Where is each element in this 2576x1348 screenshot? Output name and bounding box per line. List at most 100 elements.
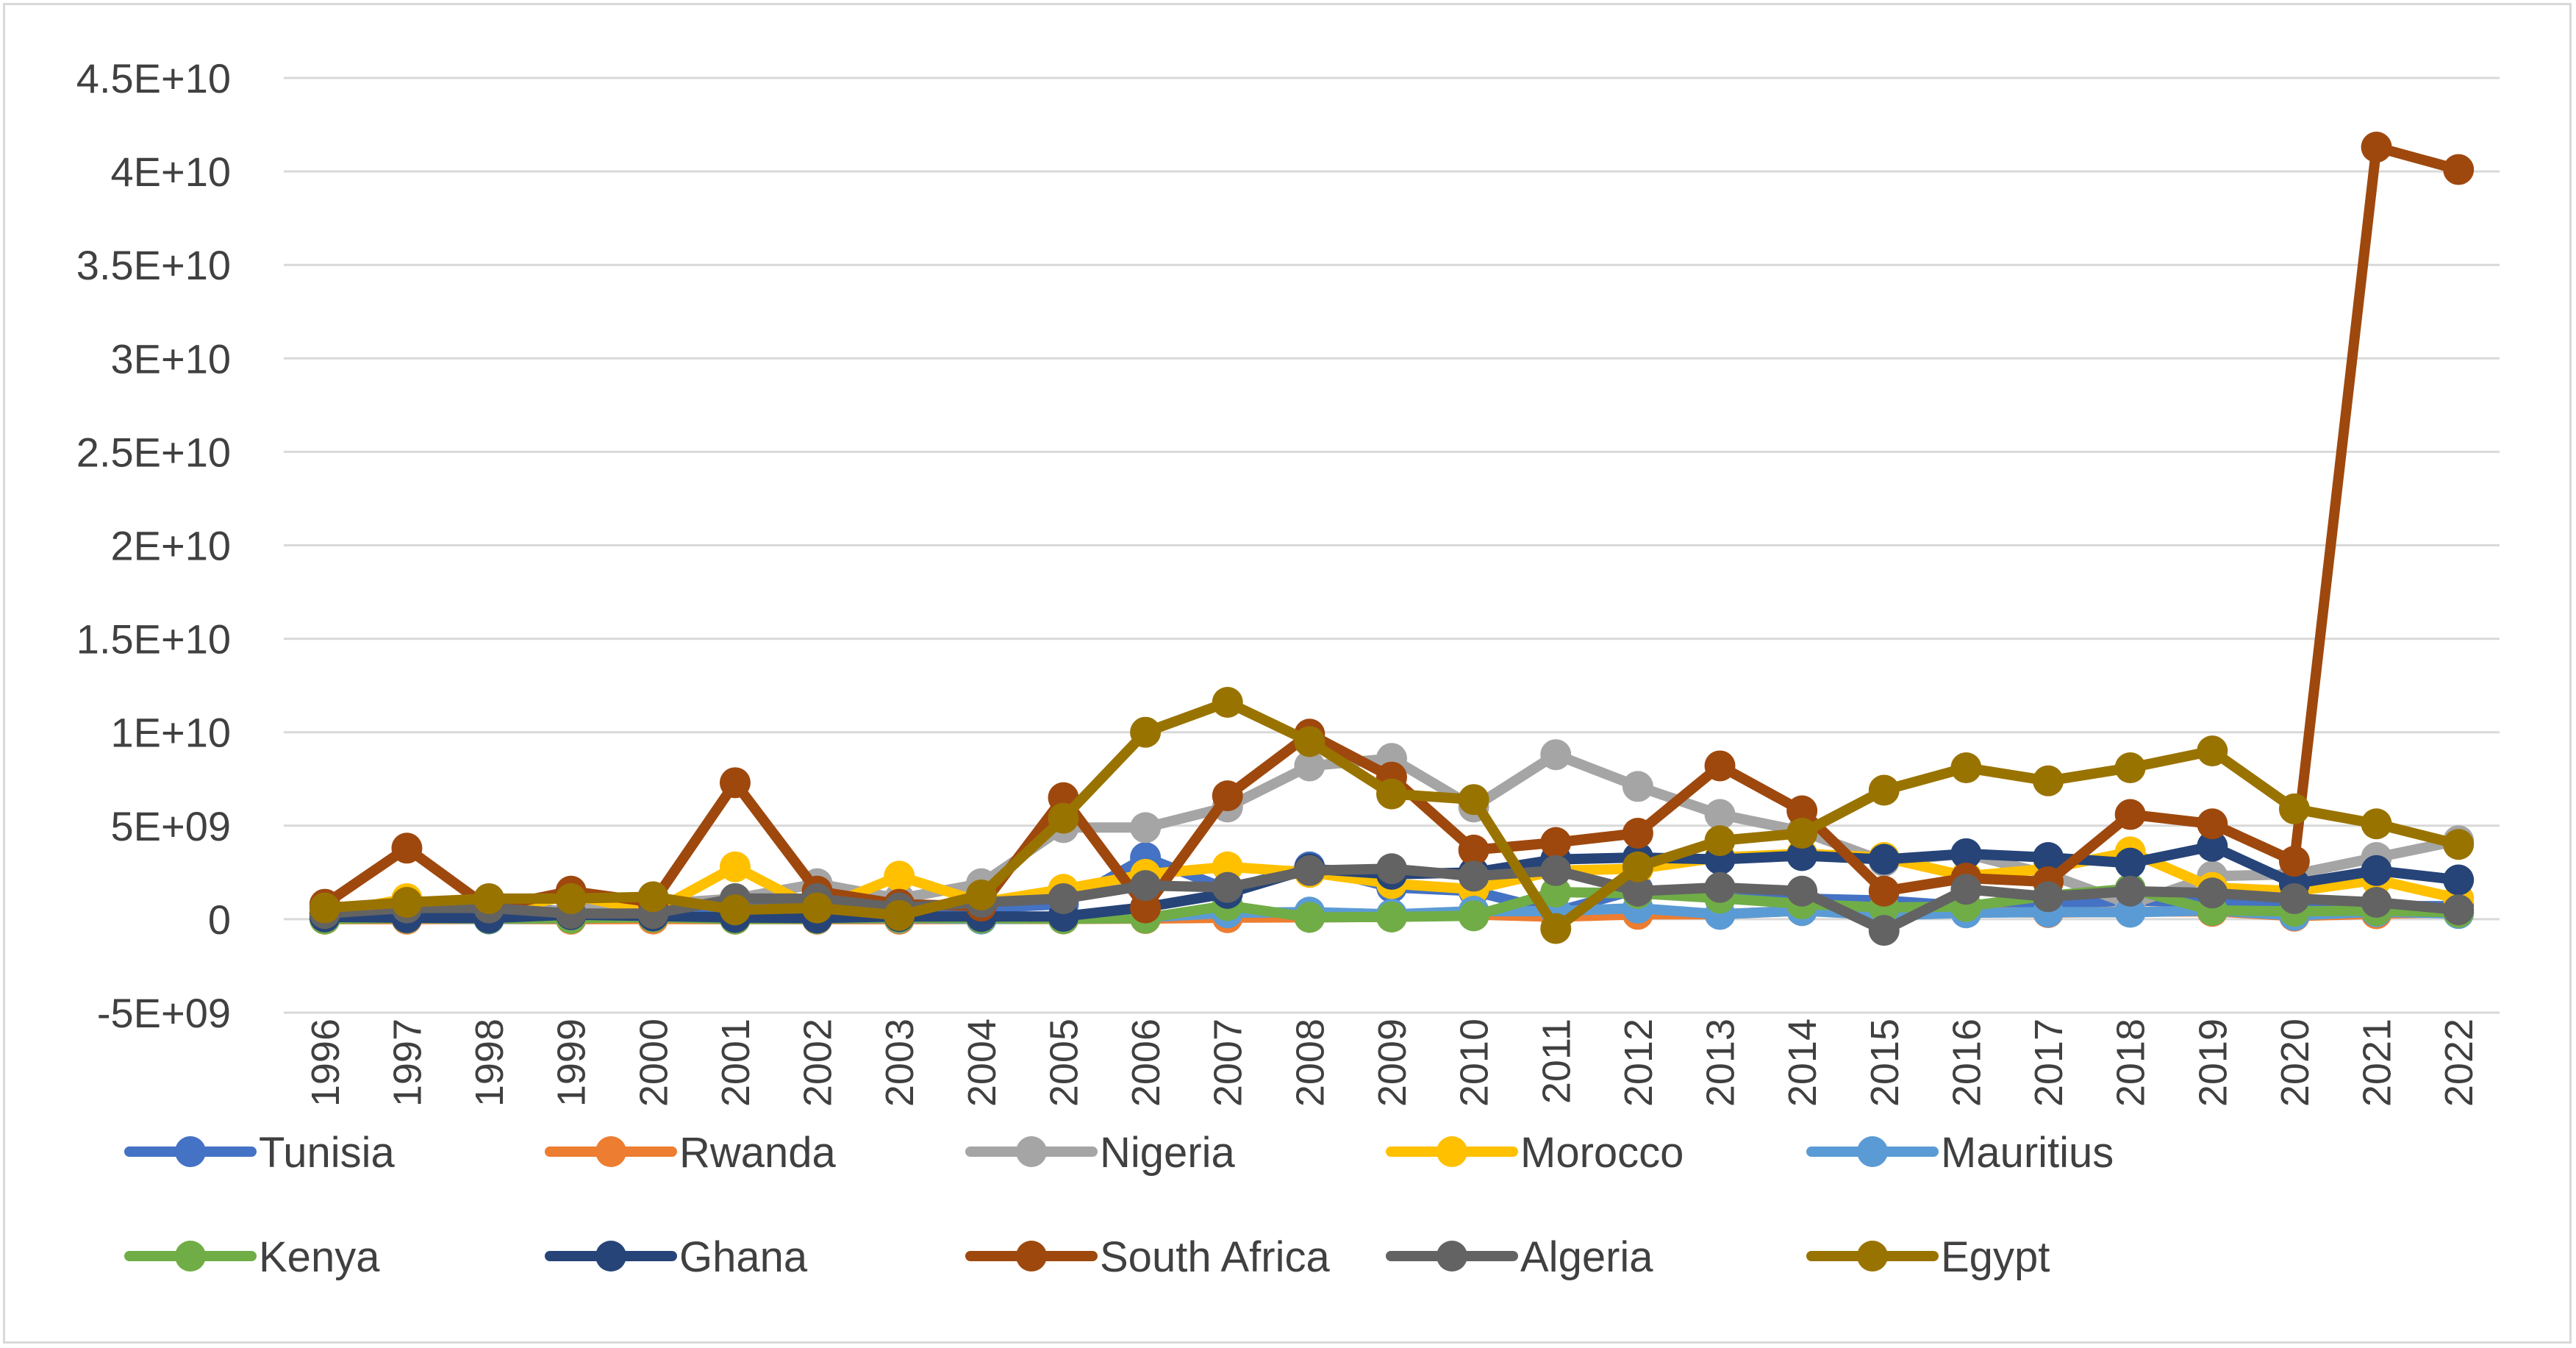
y-axis-tick-labels: 4.5E+10 4E+10 3.5E+10 3E+10 2.5E+10 2E+10 1.5E…	[76, 55, 231, 1036]
x-tick-label: 2017	[2027, 1019, 2071, 1107]
data-point	[1868, 844, 1900, 875]
data-point	[1376, 778, 1407, 810]
data-point	[1786, 840, 1818, 871]
legend-marker	[1857, 1136, 1888, 1167]
data-point	[719, 894, 751, 926]
data-point	[1294, 902, 1325, 933]
data-point	[2197, 808, 2228, 840]
data-point	[1540, 913, 1572, 944]
y-tick-label: -5E+09	[97, 990, 231, 1036]
x-tick-label: 2020	[2273, 1019, 2317, 1107]
data-point	[1212, 687, 1243, 718]
data-point	[555, 882, 587, 914]
legend-item: Morocco	[1386, 1129, 1684, 1177]
legend-marker	[1016, 1241, 1047, 1272]
data-point	[2114, 752, 2146, 783]
data-point	[1950, 838, 1982, 869]
x-tick-label: 1997	[385, 1019, 429, 1107]
data-point	[884, 899, 915, 931]
data-point	[1458, 784, 1489, 816]
x-tick-label: 2021	[2355, 1019, 2400, 1107]
data-point	[1704, 799, 1736, 830]
data-point	[1950, 874, 1982, 905]
legend-item: Tunisia	[124, 1129, 396, 1177]
data-point	[1704, 871, 1736, 903]
data-point	[2197, 830, 2228, 862]
chart-frame	[3, 3, 2572, 1344]
data-point	[1130, 870, 1162, 902]
data-point	[1622, 817, 1653, 849]
data-point	[1704, 750, 1736, 782]
data-point	[2114, 896, 2146, 928]
data-point	[2443, 829, 2475, 860]
data-point	[391, 832, 423, 864]
x-tick-label: 2007	[1206, 1019, 1251, 1107]
legend-marker	[175, 1241, 206, 1272]
x-tick-label: 2009	[1370, 1019, 1414, 1107]
data-point	[884, 860, 915, 892]
x-axis-tick-labels: 1996 1997 1998 1999 2000 2001 2002 2003 2004 2005…	[304, 1019, 2481, 1107]
data-point	[637, 881, 669, 913]
legend-marker	[1016, 1136, 1047, 1167]
x-tick-label: 1996	[304, 1019, 348, 1107]
data-point	[1868, 875, 1900, 907]
x-tick-label: 2006	[1124, 1019, 1168, 1107]
data-point	[1786, 817, 1818, 849]
x-tick-label: 2016	[1944, 1019, 1989, 1107]
data-point	[1130, 716, 1162, 748]
x-tick-label: 1998	[468, 1019, 512, 1107]
y-tick-label: 5E+09	[111, 803, 232, 849]
legend-marker	[1437, 1241, 1467, 1272]
data-point	[1540, 827, 1572, 858]
data-point	[309, 892, 340, 924]
data-point	[1130, 812, 1162, 844]
data-point	[1458, 834, 1489, 866]
x-tick-label: 2012	[1617, 1019, 1661, 1107]
data-point	[2197, 877, 2228, 909]
y-tick-label: 4E+10	[111, 149, 232, 195]
legend: Tunisia Rwanda Nigeria Morocco Mauritius Keny…	[124, 1129, 2114, 1281]
data-point	[2197, 735, 2228, 767]
legend-marker	[1857, 1241, 1888, 1272]
legend-item: Mauritius	[1806, 1129, 2114, 1177]
data-point	[2443, 864, 2475, 896]
data-point	[2114, 875, 2146, 907]
y-tick-label: 2E+10	[111, 523, 232, 569]
y-tick-label: 3E+10	[111, 335, 232, 382]
y-tick-label: 1.5E+10	[76, 616, 231, 663]
data-point	[1622, 771, 1653, 802]
x-tick-label: 2022	[2437, 1019, 2481, 1107]
legend-item: Kenya	[124, 1233, 380, 1281]
data-point	[1294, 855, 1325, 886]
data-point	[1868, 774, 1900, 806]
legend-label: Kenya	[259, 1233, 380, 1281]
data-point	[1212, 780, 1243, 812]
x-tick-label: 2019	[2191, 1019, 2235, 1107]
legend-label: Rwanda	[679, 1129, 837, 1177]
x-tick-label: 2004	[960, 1019, 1004, 1107]
data-point	[1704, 825, 1736, 857]
x-tick-label: 2000	[632, 1019, 676, 1107]
data-point	[1868, 915, 1900, 946]
data-point	[391, 887, 423, 919]
data-point	[2033, 881, 2064, 913]
legend-marker	[595, 1136, 626, 1167]
data-point	[1622, 851, 1653, 882]
data-point	[1048, 882, 1079, 914]
x-tick-label: 2005	[1042, 1019, 1086, 1107]
series-lines	[309, 132, 2475, 946]
data-point	[801, 892, 833, 924]
legend-label: Algeria	[1520, 1233, 1653, 1281]
legend-item: Ghana	[545, 1233, 808, 1281]
legend-item: Egypt	[1806, 1233, 2050, 1281]
data-point	[1048, 802, 1079, 834]
data-point	[2114, 799, 2146, 830]
data-point	[1458, 860, 1489, 892]
data-point	[1376, 901, 1407, 932]
data-point	[2033, 765, 2064, 796]
x-tick-label: 1999	[550, 1019, 594, 1107]
legend-label: Egypt	[1941, 1233, 2050, 1281]
y-tick-label: 3.5E+10	[76, 242, 231, 288]
legend-item: South Africa	[965, 1233, 1330, 1281]
